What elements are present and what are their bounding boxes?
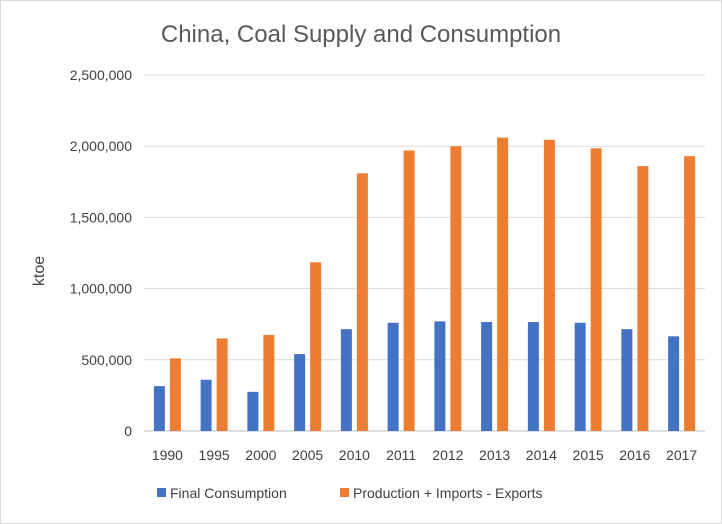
legend-label: Final Consumption [170, 485, 287, 501]
y-axis-ticks: 0 500,000 1,000,000 1,500,000 2,000,000 2,500… [70, 67, 133, 439]
x-tick-label: 1995 [199, 447, 230, 463]
bar-production-imports-exports [310, 262, 322, 431]
bar-final-consumption [621, 329, 633, 431]
legend: Final Consumption Production + Imports - … [157, 485, 542, 501]
legend-label: Production + Imports - Exports [353, 485, 542, 501]
x-tick-label: 2010 [339, 447, 370, 463]
bar-production-imports-exports [684, 156, 696, 431]
bar-production-imports-exports [169, 358, 181, 431]
x-tick-label: 2012 [432, 447, 463, 463]
y-tick-label: 0 [124, 423, 132, 439]
x-tick-label: 2005 [292, 447, 323, 463]
bar-production-imports-exports [356, 173, 368, 432]
legend-swatch [157, 488, 166, 497]
x-tick-label: 1990 [152, 447, 183, 463]
bar-final-consumption [294, 354, 306, 431]
y-tick-label: 2,500,000 [70, 67, 132, 83]
y-tick-label: 1,500,000 [70, 209, 132, 225]
y-tick-label: 1,000,000 [70, 281, 132, 297]
gridlines [144, 74, 705, 432]
y-tick-label: 2,000,000 [70, 138, 132, 154]
y-axis-label: ktoe [31, 256, 48, 286]
bar-production-imports-exports [497, 137, 509, 431]
x-tick-label: 2014 [526, 447, 557, 463]
bar-production-imports-exports [543, 139, 555, 432]
bar-final-consumption [200, 379, 212, 431]
bars [153, 137, 696, 432]
bar-production-imports-exports [263, 334, 275, 431]
bar-production-imports-exports [216, 338, 228, 431]
x-tick-label: 2011 [386, 447, 416, 463]
bar-final-consumption [481, 322, 493, 431]
x-tick-label: 2013 [479, 447, 510, 463]
y-tick-label: 500,000 [81, 352, 132, 368]
bar-production-imports-exports [403, 150, 415, 432]
x-tick-label: 2000 [245, 447, 276, 463]
bar-final-consumption [668, 336, 680, 431]
chart-title: China, Coal Supply and Consumption [161, 21, 561, 48]
bar-final-consumption [527, 322, 539, 431]
x-tick-label: 2015 [573, 447, 604, 463]
bar-final-consumption [434, 321, 446, 431]
bar-production-imports-exports [590, 148, 602, 431]
x-tick-label: 2017 [666, 447, 697, 463]
x-axis-ticks: 1990 1995 2000 2005 2010 2011 2012 2013 2014 2015… [152, 447, 698, 463]
bar-production-imports-exports [450, 146, 462, 431]
legend-swatch [340, 488, 349, 497]
bar-final-consumption [153, 386, 165, 431]
bar-final-consumption [247, 391, 259, 431]
x-tick-label: 2016 [619, 447, 650, 463]
bar-final-consumption [340, 329, 352, 431]
bar-final-consumption [574, 322, 586, 431]
bar-final-consumption [387, 322, 399, 431]
bar-production-imports-exports [637, 166, 649, 432]
